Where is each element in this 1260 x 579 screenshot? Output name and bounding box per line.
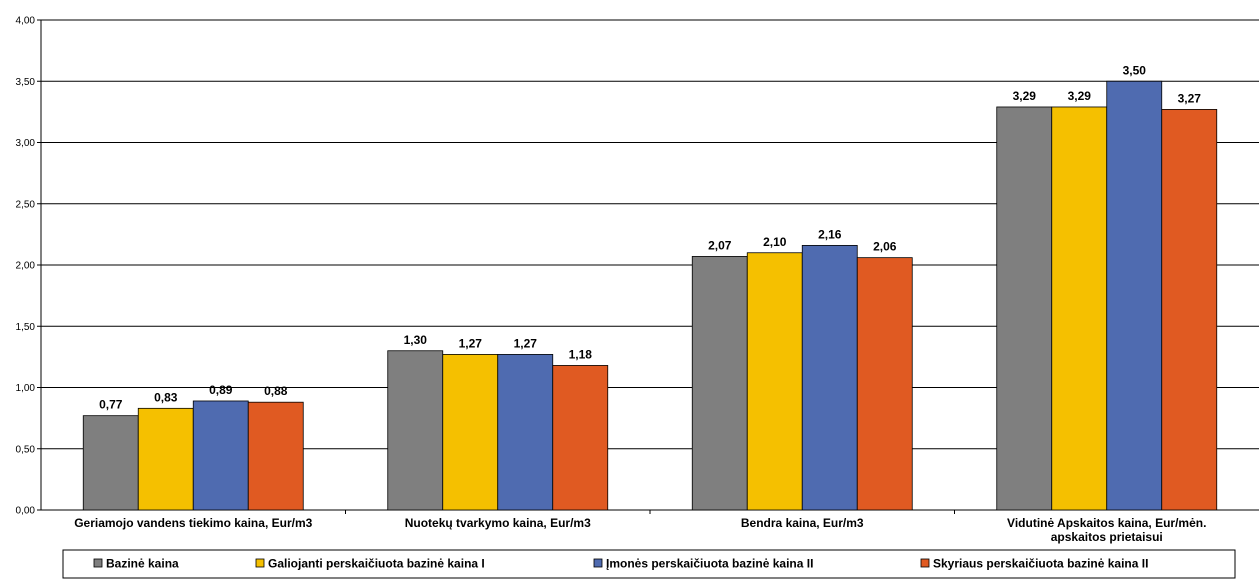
legend-swatch xyxy=(920,558,930,568)
category-label: Nuotekų tvarkymo kaina, Eur/m3 xyxy=(405,516,591,530)
bar xyxy=(137,407,194,511)
data-label: 1,27 xyxy=(514,336,538,350)
category-label: Geriamojo vandens tiekimo kaina, Eur/m3 xyxy=(74,516,312,530)
legend-label: Skyriaus perskaičiuota bazinė kaina II xyxy=(933,557,1148,571)
y-tick-label: 4,00 xyxy=(16,16,36,27)
data-labels: 0,77 0,83 0,89 0,88 1,30 1,27 1,27 1,18 2,07 2,10… xyxy=(99,63,1201,411)
gridlines xyxy=(41,19,1259,450)
data-label: 0,83 xyxy=(154,390,178,404)
bar xyxy=(996,106,1053,511)
data-label: 1,18 xyxy=(569,347,593,361)
data-label: 2,16 xyxy=(818,227,842,241)
y-tick-label: 1,50 xyxy=(16,322,36,333)
bar xyxy=(387,350,444,511)
data-label: 2,06 xyxy=(873,240,897,254)
data-label: 0,88 xyxy=(264,384,288,398)
category-label: Bendra kaina, Eur/m3 xyxy=(741,516,864,530)
bar xyxy=(442,354,499,511)
legend-label: Galiojanti perskaičiuota bazinė kaina I xyxy=(268,557,485,571)
y-tick-label: 3,00 xyxy=(16,138,36,149)
y-tick-label: 2,00 xyxy=(16,261,36,272)
bar xyxy=(247,401,304,511)
y-tick-label: 0,50 xyxy=(16,444,36,455)
bar xyxy=(82,415,139,511)
data-label: 3,29 xyxy=(1068,89,1092,103)
bar xyxy=(856,257,913,511)
bar xyxy=(497,354,554,511)
legend-swatch xyxy=(593,558,603,568)
bar xyxy=(1106,80,1163,511)
category-label: Vidutinė Apskaitos kaina, Eur/mėn. xyxy=(1007,516,1206,530)
data-label: 3,29 xyxy=(1013,89,1037,103)
y-tick-label: 0,00 xyxy=(16,506,36,517)
y-tick-label: 2,50 xyxy=(16,199,36,210)
legend: Bazinė kaina Galiojanti perskaičiuota baz… xyxy=(62,549,1236,579)
bar xyxy=(1051,106,1108,511)
category-label: apskaitos prietaisui xyxy=(1051,530,1163,544)
data-label: 0,89 xyxy=(209,383,233,397)
bar xyxy=(552,365,609,511)
bar xyxy=(192,400,249,511)
bar xyxy=(1161,109,1218,511)
y-tick-label: 3,50 xyxy=(16,77,36,88)
bar xyxy=(691,256,748,511)
data-label: 2,07 xyxy=(708,238,732,252)
legend-label: Įmonės perskaičiuota bazinė kaina II xyxy=(606,557,813,571)
legend-label: Bazinė kaina xyxy=(106,557,179,571)
data-label: 3,50 xyxy=(1123,63,1147,77)
data-label: 2,10 xyxy=(763,235,787,249)
legend-swatch xyxy=(93,558,103,568)
bar xyxy=(801,244,858,511)
bar xyxy=(746,252,803,511)
data-label: 1,30 xyxy=(404,333,428,347)
y-tick-label: 1,00 xyxy=(16,383,36,394)
data-label: 0,77 xyxy=(99,398,123,412)
data-label: 3,27 xyxy=(1178,91,1202,105)
data-label: 1,27 xyxy=(459,336,483,350)
bars xyxy=(82,80,1218,511)
legend-swatch xyxy=(255,558,265,568)
